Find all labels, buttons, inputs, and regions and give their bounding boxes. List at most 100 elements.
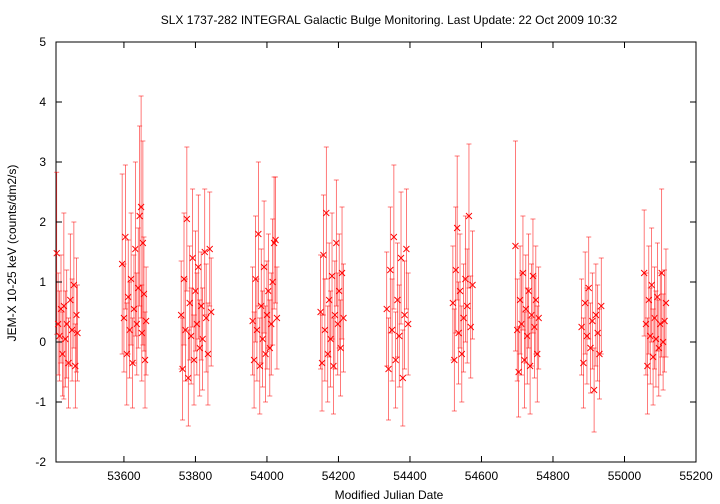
data-point [201, 248, 209, 256]
data-point [127, 275, 135, 283]
data-point [122, 233, 129, 241]
data-point [260, 263, 268, 271]
data-point [126, 326, 133, 334]
y-tick-label: 1 [39, 275, 46, 289]
data-point [388, 326, 396, 334]
data-point [385, 365, 392, 373]
data-point [120, 314, 128, 322]
data-point [512, 242, 519, 250]
x-tick-label: 54800 [536, 469, 570, 483]
data-point [179, 365, 186, 373]
data-point [137, 203, 145, 211]
data-point [273, 314, 281, 322]
data-point [334, 320, 342, 328]
data-point [189, 254, 196, 262]
data-point [204, 350, 212, 358]
data-point [321, 326, 329, 334]
x-tick-label: 54200 [322, 469, 356, 483]
data-point [403, 245, 410, 253]
data-point [180, 275, 188, 283]
data-point [142, 317, 150, 325]
data-point [257, 302, 265, 310]
data-point [516, 296, 524, 304]
data-point [123, 350, 131, 358]
y-axis: -2 -1 0 1 2 3 4 5 [35, 35, 696, 469]
x-tick-label: 53600 [107, 469, 141, 483]
data-point [202, 314, 210, 322]
y-tick-label: 2 [39, 215, 46, 229]
data-point [197, 302, 205, 310]
data-point [327, 335, 334, 343]
data-point [449, 299, 457, 307]
data-point [138, 329, 146, 337]
data-point [450, 356, 458, 364]
data-point [654, 293, 661, 301]
data-point [469, 281, 476, 289]
data-point [53, 249, 61, 257]
data-point [196, 344, 204, 352]
data-point [535, 314, 543, 322]
data-point [265, 287, 272, 295]
data-point [250, 356, 258, 364]
data-point [124, 293, 132, 301]
y-tick-label: -2 [35, 455, 46, 469]
data-point [515, 368, 522, 376]
data-point [525, 287, 532, 295]
data-point [453, 224, 461, 232]
data-point [642, 320, 650, 328]
x-tick-label: 54600 [465, 469, 499, 483]
data-point [140, 290, 148, 298]
data-point [183, 215, 191, 223]
data-point [460, 314, 467, 322]
x-tick-label: 53800 [179, 469, 213, 483]
data-point [644, 362, 651, 370]
data-point [318, 359, 326, 367]
data-point [177, 311, 185, 319]
data-point [533, 350, 541, 358]
data-point [259, 335, 266, 343]
data-point [467, 323, 475, 331]
data-point [465, 212, 473, 220]
data-point [337, 344, 344, 352]
data-point [182, 326, 189, 334]
data-point [194, 263, 202, 271]
data-point [338, 269, 346, 277]
data-point [59, 350, 66, 358]
data-point [190, 356, 198, 364]
data-point [252, 275, 259, 283]
x-tick-label: 54400 [393, 469, 427, 483]
data-point [578, 323, 585, 331]
data-point [462, 275, 469, 283]
data-point [331, 311, 339, 319]
data-point [60, 302, 68, 310]
data-point [463, 302, 471, 310]
data-point [249, 317, 256, 325]
data-point [580, 359, 587, 367]
error-bars [54, 95, 669, 433]
data-points [53, 203, 670, 394]
data-point [335, 287, 343, 295]
data-point [596, 350, 603, 358]
data-point [63, 320, 71, 328]
data-point [401, 311, 408, 319]
data-point [661, 317, 668, 325]
data-point [193, 320, 201, 328]
data-point [71, 362, 79, 370]
x-tick-label: 54000 [250, 469, 284, 483]
y-tick-label: 5 [39, 35, 46, 49]
data-point [383, 305, 391, 313]
data-point [452, 266, 460, 274]
data-point [66, 296, 74, 304]
y-tick-label: 4 [39, 95, 46, 109]
data-point [325, 296, 333, 304]
data-point [532, 296, 540, 304]
data-point [256, 362, 264, 370]
data-point [61, 335, 69, 343]
data-point [583, 332, 591, 340]
data-point [397, 254, 405, 262]
data-point [648, 281, 655, 289]
data-point [255, 230, 262, 238]
data-point [521, 356, 528, 364]
data-point [317, 308, 324, 316]
